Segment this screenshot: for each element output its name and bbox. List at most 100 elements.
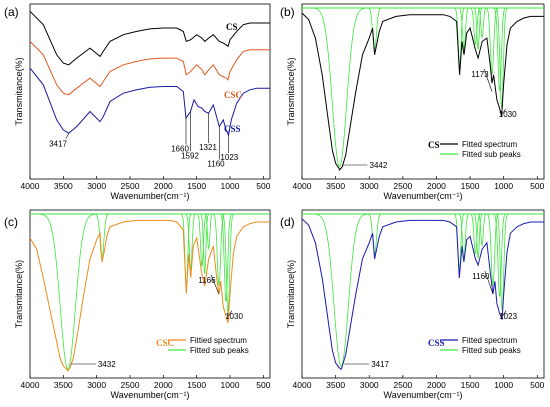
x-tick-label: 1500 (187, 380, 206, 390)
legend-entry: Fitted spectrum (462, 140, 517, 149)
series-line-css (30, 67, 270, 137)
x-tick-label: 2000 (427, 380, 446, 390)
sub-peak-6 (30, 213, 270, 250)
peak-annotation: 1321 (199, 143, 217, 152)
sub-peak-8 (30, 213, 270, 302)
x-tick-label: 1500 (461, 181, 480, 191)
peak-annotation: 3417 (371, 360, 389, 369)
x-tick-label: 2000 (154, 380, 173, 390)
x-tick-label: 500 (530, 380, 544, 390)
sample-label: CS (428, 140, 440, 150)
plot-area (302, 213, 544, 371)
peak-annotation: 1030 (225, 312, 243, 321)
peak-annotation: 3432 (98, 360, 116, 369)
y-axis-title: Transmitance(%) (14, 57, 24, 125)
plot-frame (301, 3, 545, 180)
sub-peak-4 (302, 7, 544, 45)
x-tick-label: 4000 (293, 181, 312, 191)
sub-peak-2 (302, 213, 544, 270)
series-label-css: CSS (224, 124, 241, 134)
peak-annotation: 3442 (370, 161, 388, 170)
series-line-csc (30, 41, 270, 96)
sub-peak-6 (302, 213, 544, 247)
x-tick-label: 4000 (293, 380, 312, 390)
plot-area (302, 7, 544, 172)
annotation-arrow (484, 270, 494, 295)
panel-label: (d) (280, 215, 295, 229)
x-tick-label: 1000 (221, 181, 240, 191)
sub-peak-9 (30, 213, 270, 313)
plot-area (30, 213, 270, 372)
sub-peak-9 (302, 7, 544, 108)
x-tick-label: 1000 (494, 181, 513, 191)
y-axis-title: Transmitance(%) (14, 260, 24, 328)
x-tick-label: 2000 (427, 181, 446, 191)
series-line-fitted-spectrum (302, 218, 544, 371)
peak-annotation: 1660 (171, 145, 189, 154)
plot-frame (29, 209, 271, 379)
peak-annotation: 1160 (207, 160, 225, 169)
x-tick-label: 3500 (54, 380, 73, 390)
panel-c: (c) 4000 3500 3000 2500 2000 1500 1000 500 Wavenu… (4, 209, 271, 400)
sub-peak-9 (302, 213, 544, 310)
x-tick-label: 3500 (326, 380, 345, 390)
series-label-csc: CSC (224, 90, 242, 100)
x-tick-label: 500 (530, 181, 544, 191)
panel-a: (a) 4000 3500 3000 2500 2000 1500 1000 500 Wavenu… (4, 3, 271, 201)
peak-annotation: 1592 (181, 151, 199, 160)
peak-annotation: 3417 (49, 140, 67, 149)
peak-annotation: 1160 (472, 272, 490, 281)
x-tick-label: 2000 (154, 181, 173, 191)
legend-entry: Fittied spectrum (190, 336, 247, 345)
sub-peak-3 (30, 213, 270, 270)
sub-peak-2 (302, 7, 544, 67)
peak-annotation: 1166 (198, 276, 216, 285)
x-tick-label: 1000 (221, 380, 240, 390)
sub-peak-8 (302, 7, 544, 91)
peak-annotation: 1173 (471, 70, 489, 79)
x-axis-title: Wavenumber(cm⁻¹) (111, 390, 190, 400)
annotation-arrow (210, 274, 220, 295)
annotation-arrow (227, 310, 233, 317)
x-tick-label: 3500 (326, 181, 345, 191)
x-tick-label: 1500 (187, 181, 206, 191)
legend-entry: Fitted sub peaks (462, 150, 521, 159)
x-tick-label: 2500 (121, 181, 140, 191)
x-tick-label: 500 (256, 380, 270, 390)
y-axis-title: Transmitance(%) (286, 57, 296, 125)
annotation-arrow (65, 133, 70, 139)
series-label-cs: CS (226, 22, 238, 32)
sub-peak-4 (30, 213, 270, 267)
sub-peak-6 (302, 7, 544, 39)
legend-entry: Fitted sub peaks (190, 346, 249, 355)
x-tick-label: 4000 (21, 380, 40, 390)
x-tick-label: 2500 (121, 380, 140, 390)
x-tick-label: 500 (256, 181, 270, 191)
x-tick-label: 1000 (494, 380, 513, 390)
plot-area (30, 10, 270, 137)
annotation-arrow (501, 108, 506, 116)
x-axis-title: Wavenumber(cm⁻¹) (111, 191, 190, 201)
legend-entry: Fitted sub peaks (462, 346, 521, 355)
x-tick-label: 4000 (21, 181, 40, 191)
panel-b: (b) 4000 3500 3000 2500 2000 1500 1000 500 Wavenu… (280, 3, 545, 201)
sub-peak-8 (302, 213, 544, 297)
x-tick-label: 1500 (461, 380, 480, 390)
peak-annotation: 1023 (499, 312, 517, 321)
sample-label: CSC (156, 338, 174, 348)
peak-annotation: 1023 (220, 153, 238, 162)
panel-label: (a) (4, 5, 19, 19)
x-tick-label: 2500 (393, 380, 412, 390)
sample-label: CSS (428, 338, 445, 348)
x-tick-label: 3000 (87, 380, 106, 390)
x-tick-label: 3000 (87, 181, 106, 191)
y-axis-title: Transmitance(%) (286, 260, 296, 328)
panel-label: (b) (280, 5, 295, 19)
panel-d: (d) 4000 3500 3000 2500 2000 1500 1000 500 Wavenu… (280, 209, 545, 400)
x-axis-title: Wavenumber(cm⁻¹) (384, 390, 463, 400)
x-tick-label: 3500 (54, 181, 73, 191)
x-tick-label: 3000 (360, 181, 379, 191)
